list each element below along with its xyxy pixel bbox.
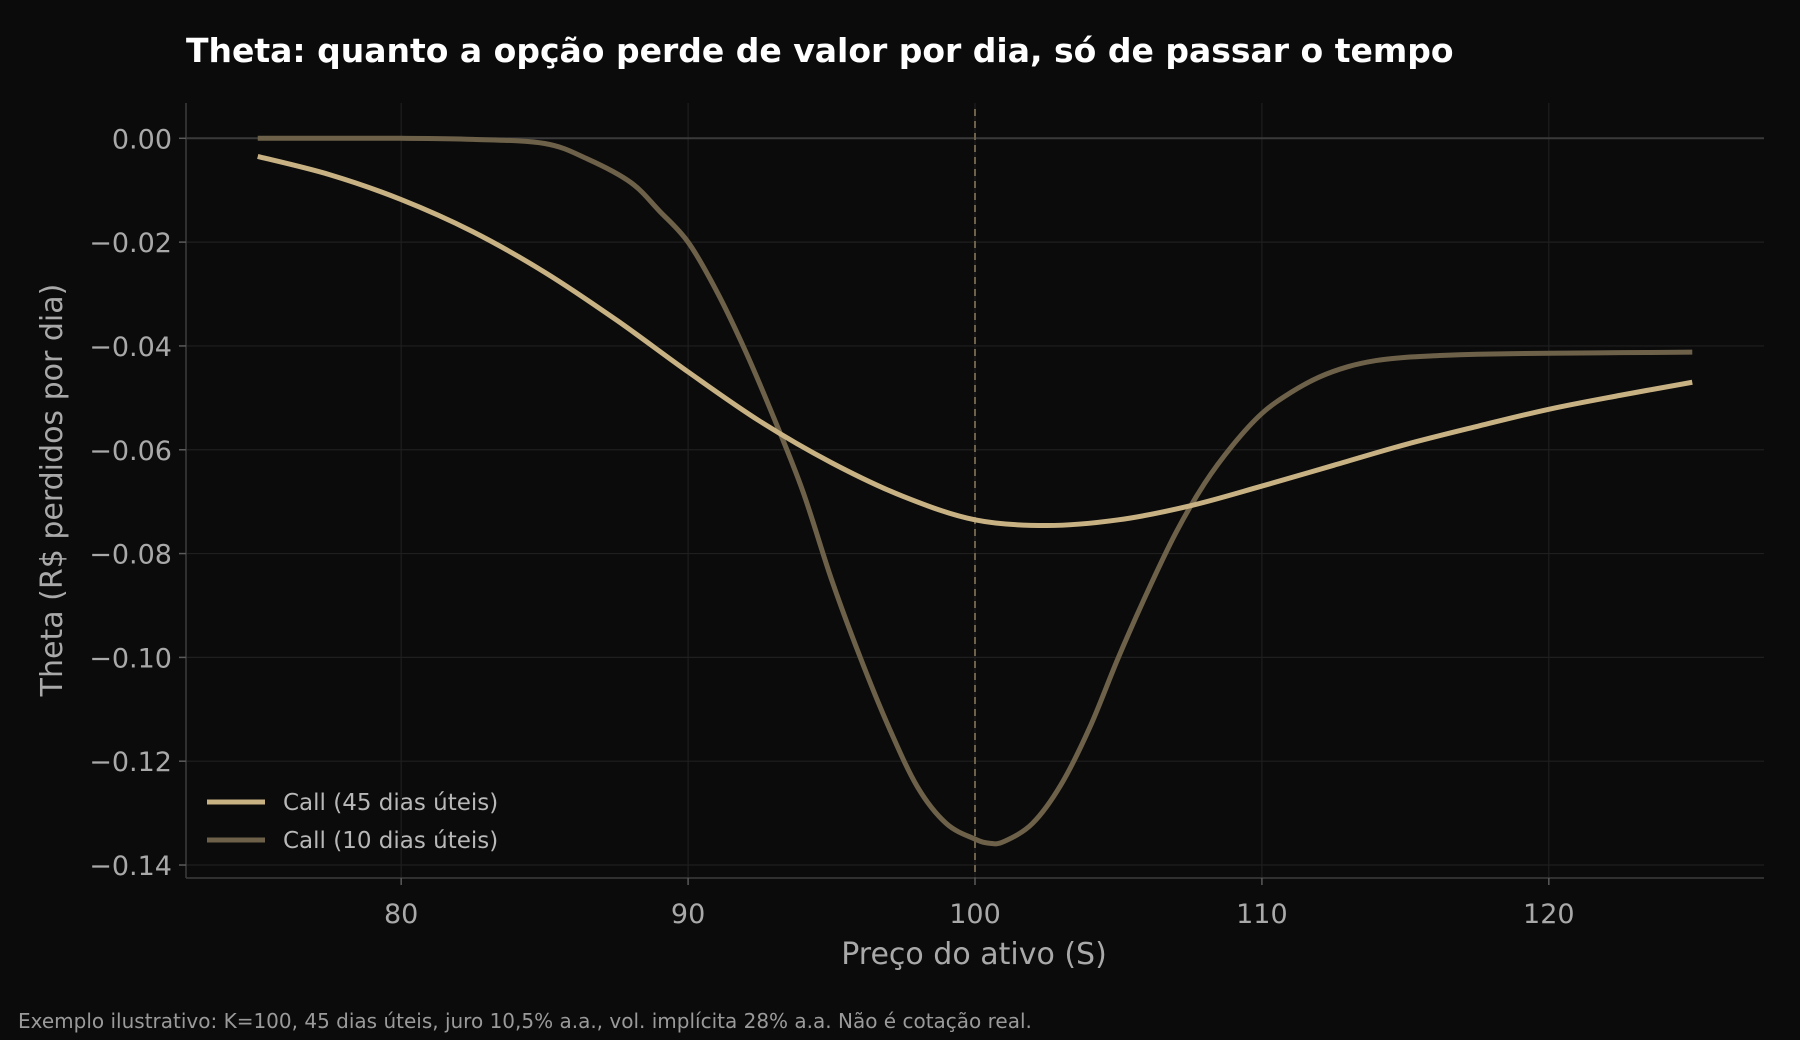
axes (179, 103, 1764, 885)
x-tick-label: 100 (949, 899, 1001, 930)
y-tick-label: −0.04 (89, 332, 172, 363)
y-tick-label: −0.06 (89, 436, 172, 467)
series-lines (257, 135, 1693, 847)
y-tick-label: −0.02 (89, 228, 172, 259)
x-axis-label: Preço do ativo (S) (841, 937, 1107, 972)
y-tick-label: 0.00 (112, 124, 172, 155)
legend-label: Call (10 dias úteis) (283, 828, 498, 854)
x-tick-label: 90 (671, 899, 705, 930)
x-tick-label: 80 (384, 899, 418, 930)
x-tick-label: 120 (1523, 899, 1575, 930)
legend-label: Call (45 dias úteis) (283, 790, 498, 816)
legend: Call (45 dias úteis) Call (10 dias úteis) (207, 790, 498, 854)
series-line-0 (257, 154, 1693, 529)
y-tick-label: −0.14 (89, 851, 172, 882)
y-tick-label: −0.12 (89, 747, 172, 778)
series-line-1 (257, 135, 1693, 847)
footnote: Exemplo ilustrativo: K=100, 45 dias útei… (18, 1009, 1032, 1033)
y-tick-labels: 0.00 −0.02 −0.04 −0.06 −0.08 −0.10 −0.12 −0.14 (89, 124, 172, 882)
y-tick-label: −0.08 (89, 540, 172, 571)
chart-title: Theta: quanto a opção perde de valor por… (186, 31, 1454, 70)
y-axis-label: Theta (R$ perdidos por dia) (35, 284, 70, 698)
y-tick-label: −0.10 (89, 643, 172, 674)
x-tick-label: 110 (1236, 899, 1288, 930)
x-tick-labels: 80 90 100 110 120 (384, 899, 1575, 930)
